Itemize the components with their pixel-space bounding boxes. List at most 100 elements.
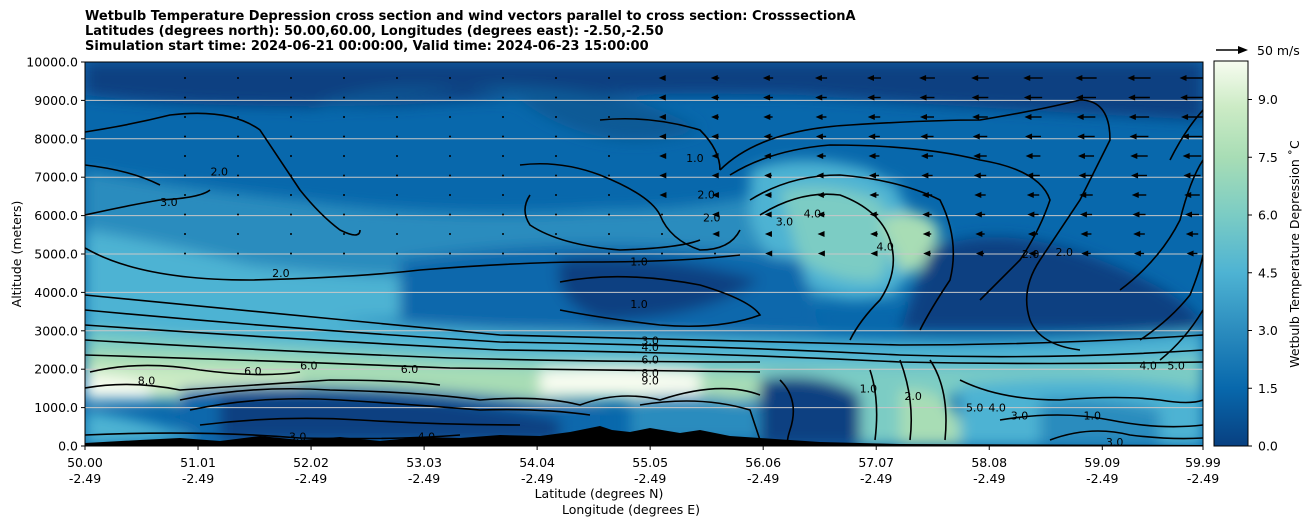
wind-vector (658, 114, 666, 120)
wind-vector (763, 153, 773, 159)
contour-label: 3.0 (160, 196, 178, 209)
x-axis-label-latitude: Latitude (degrees N) (535, 486, 664, 501)
wind-vector (290, 213, 292, 216)
wind-vector (711, 153, 719, 159)
wind-vector (290, 194, 292, 196)
wind-vector (396, 96, 398, 99)
wind-vector (184, 155, 186, 157)
wind-vector (555, 155, 557, 157)
wind-vector (1024, 114, 1042, 120)
x-tick-label-lat: 57.07 (858, 455, 894, 470)
x-tick-label-lat: 52.02 (293, 455, 329, 470)
wind-vector (449, 135, 451, 138)
wind-vector (868, 133, 880, 140)
wind-vector (555, 77, 557, 79)
wind-vector (869, 211, 879, 218)
wind-vector (237, 194, 239, 196)
wind-vector (555, 96, 557, 99)
x-axis: 50.00-2.4951.01-2.4952.02-2.4953.03-2.49… (67, 446, 1221, 486)
wind-vector (971, 75, 989, 81)
wind-vector (396, 194, 398, 196)
wind-vector (1077, 133, 1095, 140)
y-axis: 0.0 1000.0 2000.0 3000.0 4000.0 5000.0 6000.0 7… (26, 55, 85, 454)
wind-vector (343, 174, 345, 177)
colorbar-ticks: 0.0 1.5 3.0 4.5 6.0 7.5 9.0 (1248, 92, 1278, 454)
colorbar-tick-label: 6.0 (1258, 208, 1278, 223)
wind-vector (237, 252, 239, 255)
chart-title-line-2: Latitudes (degrees north): 50.00,60.00, … (85, 24, 664, 39)
x-tick-label-lat: 51.01 (180, 455, 216, 470)
wind-vector (449, 194, 451, 196)
contour-label: 2.0 (904, 390, 922, 403)
wind-vector (237, 77, 239, 79)
wind-vector (971, 94, 989, 101)
y-tick-label: 8000.0 (34, 131, 78, 146)
y-tick-label: 6000.0 (34, 208, 78, 223)
wind-vector (922, 231, 932, 237)
wind-vector (1079, 192, 1093, 198)
wind-vector (817, 250, 825, 257)
contour-label: 6.0 (300, 359, 318, 372)
wind-vector (1026, 192, 1040, 198)
y-tick-label: 2000.0 (34, 362, 78, 377)
contour-labels: 2.03.02.01.01.01.02.02.0 3.04.04.02.0 2.03… (138, 152, 1185, 449)
y-tick-label: 4000.0 (34, 285, 78, 300)
wind-vector (1132, 211, 1146, 218)
wind-vector (1023, 94, 1043, 101)
y-tick-label: 0.0 (58, 439, 78, 454)
wind-vector (184, 135, 186, 138)
wind-vector (869, 192, 879, 198)
y-gridlines (85, 99, 1203, 409)
contour-label: 1.0 (860, 382, 878, 395)
wind-vector (608, 174, 610, 177)
contour-line (929, 359, 947, 441)
wind-vector (290, 252, 292, 255)
wind-vector (237, 135, 239, 138)
contour-label: 4.0 (804, 208, 822, 221)
wind-vector (659, 172, 667, 179)
wind-vector (1127, 75, 1151, 81)
wind-vector (608, 116, 610, 118)
contour-line (749, 174, 955, 331)
wind-vector (555, 213, 557, 216)
wind-vector (816, 172, 826, 179)
wind-vector (184, 77, 186, 79)
x-tick-label-lon: -2.49 (1187, 471, 1219, 486)
wind-vector (396, 174, 398, 177)
x-tick-label-lat: 55.05 (632, 455, 668, 470)
wind-vector (608, 213, 610, 216)
contour-line (85, 112, 361, 236)
wind-vector (919, 75, 935, 81)
wind-vector (975, 250, 985, 257)
contour-line (899, 359, 912, 441)
wind-vector (1131, 192, 1147, 198)
y-tick-label: 7000.0 (34, 170, 78, 185)
wind-vector (184, 116, 186, 118)
wind-vector (343, 233, 345, 235)
wind-vector (343, 194, 345, 196)
wind-vector (973, 172, 987, 179)
contour-line (85, 324, 1203, 365)
contour-line (719, 99, 1111, 351)
wind-vector (502, 252, 504, 255)
x-tick-label-lon: -2.49 (634, 471, 666, 486)
contour-line (524, 194, 701, 251)
colorbar (1213, 60, 1249, 447)
contour-label: 4.0 (418, 430, 436, 443)
wind-vector (1076, 114, 1096, 120)
wind-vector (817, 231, 825, 237)
y-tick-label: 5000.0 (34, 247, 78, 262)
wind-vector (608, 194, 610, 196)
contour-label: 8.0 (641, 367, 659, 380)
wind-vector (608, 77, 610, 79)
contour-label: 9.0 (641, 375, 659, 388)
contour-line (85, 354, 761, 373)
wind-vector (184, 233, 186, 235)
contour-line (85, 379, 441, 391)
wind-vector (555, 252, 557, 255)
wind-vector (870, 231, 878, 237)
contour-label: 2.0 (697, 188, 715, 201)
wind-vector (1181, 114, 1203, 120)
wind-vector (555, 174, 557, 177)
contour-line (869, 369, 878, 441)
